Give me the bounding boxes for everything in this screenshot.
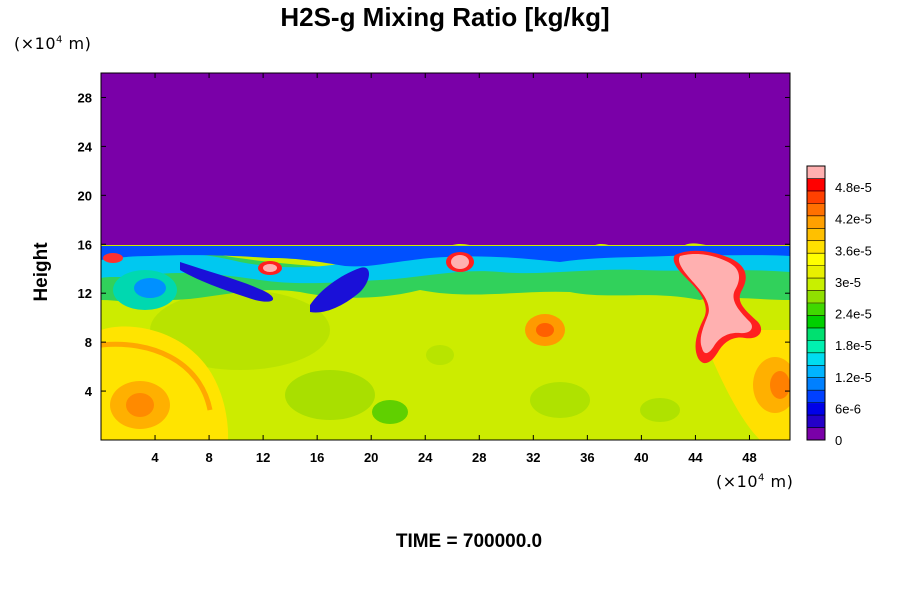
colorbar-swatch <box>807 166 825 179</box>
colorbar-swatch <box>807 427 825 441</box>
field-patch <box>150 290 330 370</box>
y-tick-label: 12 <box>78 286 92 301</box>
field-dark-tongue <box>310 267 369 313</box>
colorbar-swatch <box>807 215 825 229</box>
colorbar-swatch <box>807 278 825 292</box>
x-tick-label: 16 <box>310 450 324 465</box>
colorbar-swatch <box>807 178 825 192</box>
x-tick-label: 28 <box>472 450 486 465</box>
colorbar-swatch <box>807 190 825 204</box>
field-patch <box>530 382 590 418</box>
colorbar-tick-label: 6e-6 <box>835 401 861 416</box>
colorbar-swatch <box>807 228 825 242</box>
colorbar-swatch <box>807 290 825 304</box>
colorbar-tick-label: 3e-5 <box>835 275 861 290</box>
colorbar-swatch <box>807 415 825 429</box>
field-upper-layer <box>101 73 790 245</box>
x-tick-label: 44 <box>688 450 703 465</box>
chart-title: H2S-g Mixing Ratio [kg/kg] <box>280 2 610 32</box>
x-tick-label: 24 <box>418 450 433 465</box>
field-warm-swirl <box>101 341 213 411</box>
field-plume <box>678 254 752 354</box>
colorbar-swatch <box>807 377 825 391</box>
y-tick-label: 16 <box>78 237 92 252</box>
colorbar-swatch <box>807 240 825 254</box>
field-warm-swirl <box>700 330 790 440</box>
time-label: TIME = 700000.0 <box>395 531 543 552</box>
colorbar-swatch <box>807 265 825 279</box>
colorbar-tick-label: 2.4e-5 <box>835 307 872 322</box>
colorbar-swatch <box>807 315 825 329</box>
field-swirl <box>134 278 166 298</box>
y-tick-label: 28 <box>78 90 92 105</box>
colorbar-tick-label: 3.6e-5 <box>835 243 872 258</box>
colorbar-tick-label: 1.8e-5 <box>835 338 872 353</box>
colorbar-swatch <box>807 352 825 366</box>
field-warm-swirl <box>536 323 554 337</box>
y-unit-label: (×104 m) <box>14 34 92 53</box>
colorbar-frame <box>806 165 826 441</box>
colorbar-swatch <box>807 365 825 379</box>
colorbar-swatch <box>807 390 825 404</box>
x-tick-label: 40 <box>634 450 648 465</box>
colorbar-swatch <box>807 402 825 416</box>
x-tick-label: 36 <box>580 450 594 465</box>
colorbar-swatch <box>807 253 825 267</box>
x-tick-label: 8 <box>205 450 212 465</box>
field-hot-spot <box>103 253 123 263</box>
field-interface-edge <box>101 246 790 267</box>
x-tick-label: 32 <box>526 450 540 465</box>
y-tick-label: 20 <box>78 188 92 203</box>
x-tick-label: 20 <box>364 450 378 465</box>
field-patch <box>426 345 454 365</box>
plot-frame <box>100 72 791 441</box>
colorbar-swatch <box>807 303 825 316</box>
field-warm-swirl <box>126 393 154 417</box>
field-hot-spot <box>451 255 469 269</box>
field-patch <box>285 370 375 420</box>
x-tick-label: 12 <box>256 450 270 465</box>
colorbar-tick-label: 4.8e-5 <box>835 180 872 195</box>
colorbar-swatch <box>807 340 825 354</box>
field-patch <box>372 400 408 424</box>
colorbar-tick-label: 0 <box>835 433 842 448</box>
colorbar-tick-label: 4.2e-5 <box>835 212 872 227</box>
field-patch <box>640 398 680 422</box>
x-unit-label: (×104 m) <box>716 472 794 491</box>
field-hot-spot <box>263 264 277 272</box>
x-tick-label: 48 <box>742 450 756 465</box>
y-tick-label: 24 <box>78 139 93 154</box>
x-tick-label: 4 <box>151 450 159 465</box>
field-interface-band <box>101 250 790 284</box>
colorbar-swatch <box>807 203 825 217</box>
y-tick-label: 4 <box>85 384 93 399</box>
colorbar-tick-label: 1.2e-5 <box>835 370 872 385</box>
field-dark-tongue <box>180 262 274 302</box>
heatmap-field <box>101 73 790 440</box>
y-tick-label: 8 <box>85 335 92 350</box>
field-warm-swirl <box>770 371 790 399</box>
colorbar: 0 6e-6 1.2e-5 1.8e-5 2.4e-5 3e-5 3.6e-5 4.2e-5 4… <box>806 165 872 448</box>
colorbar-swatch <box>807 327 825 341</box>
